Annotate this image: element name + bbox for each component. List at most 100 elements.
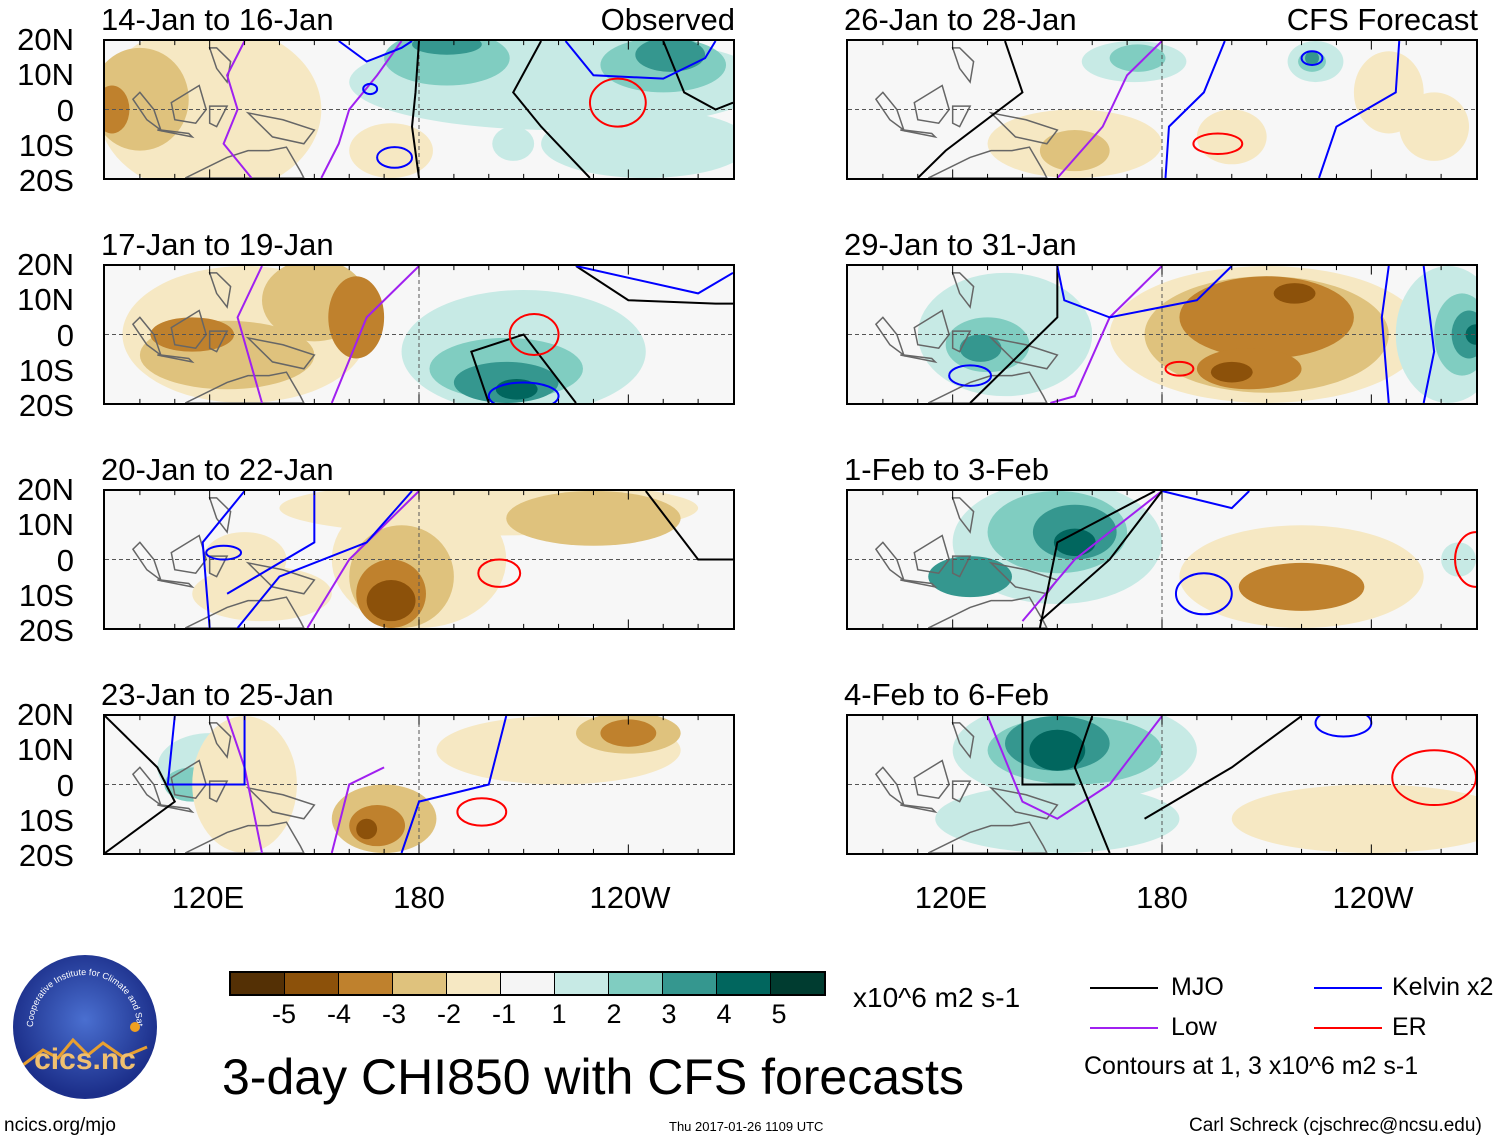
wave-contour — [332, 767, 384, 853]
map-panel — [846, 489, 1478, 630]
map-panel — [846, 264, 1478, 405]
anomaly-region — [1196, 109, 1267, 165]
anomaly-region — [105, 85, 130, 134]
wave-contour — [227, 491, 314, 594]
wave-contour — [332, 266, 419, 403]
wave-contour — [1424, 266, 1434, 403]
lat-label: 10N — [17, 57, 74, 93]
coastline — [210, 498, 231, 532]
panel-title: 14-Jan to 16-Jan — [101, 2, 334, 37]
coastline — [876, 92, 904, 130]
lat-label: 20S — [18, 388, 74, 423]
anomaly-region — [356, 818, 378, 840]
panel-tag: CFS Forecast — [1286, 2, 1478, 37]
anomaly-region — [1053, 528, 1096, 557]
colorbar-tick: 2 — [606, 999, 622, 1029]
anomaly-region — [1029, 729, 1086, 771]
colorbar-swatch — [555, 973, 609, 994]
legend-er: ER — [1392, 1013, 1427, 1041]
lon-label: 180 — [393, 880, 445, 915]
lat-label: 0 — [56, 767, 74, 803]
lat-label: 0 — [56, 92, 74, 128]
coastline — [248, 788, 314, 819]
legend-kelvin: Kelvin x2 — [1392, 973, 1494, 1001]
wave-contour — [105, 716, 175, 853]
map-panel — [103, 714, 735, 855]
coastline — [171, 761, 206, 799]
lon-label: 120W — [1332, 880, 1414, 915]
coastline — [953, 106, 970, 127]
wave-contour — [478, 560, 520, 587]
legend-mjo: MJO — [1171, 973, 1224, 1001]
lat-label: 20N — [17, 472, 74, 507]
colorbar-units: x10^6 m2 s-1 — [853, 982, 1021, 1013]
wave-contour — [1075, 716, 1110, 853]
anomaly-region — [928, 556, 1012, 598]
wave-contour — [1165, 362, 1193, 376]
wave-contour — [949, 365, 991, 386]
coastline — [157, 130, 192, 137]
coastline — [248, 563, 314, 594]
anomaly-region — [1039, 130, 1110, 172]
colorbar-tick: 1 — [551, 999, 567, 1029]
anomaly-region — [1451, 310, 1476, 359]
colorbar-tick: -2 — [436, 999, 461, 1029]
anomaly-region — [1210, 361, 1253, 383]
wave-contour — [1176, 573, 1232, 614]
anomaly-region — [1238, 562, 1365, 611]
panel-title: 20-Jan to 22-Jan — [101, 452, 334, 487]
wave-contour — [590, 79, 646, 127]
legend-low: Low — [1171, 1013, 1217, 1041]
figure-title: 3-day CHI850 with CFS forecasts — [222, 1049, 964, 1105]
wave-contour — [402, 716, 507, 853]
wave-contour — [412, 41, 419, 178]
coastline — [185, 597, 304, 628]
coastline — [900, 130, 935, 137]
lat-label: 20S — [18, 838, 74, 873]
lon-label: 120E — [171, 880, 245, 915]
map-panel — [103, 39, 735, 180]
map-panel — [103, 489, 735, 630]
wave-contour — [1455, 532, 1476, 587]
wave-contour — [206, 546, 241, 560]
coastline — [210, 781, 227, 802]
wave-contour — [513, 41, 590, 178]
coastline — [248, 113, 314, 144]
wave-contour — [377, 147, 412, 168]
cics-logo: Cooperative Institute for Climate and Sa… — [13, 955, 157, 1099]
anomaly-region — [1305, 51, 1319, 65]
wave-contour — [1392, 750, 1476, 805]
wave-contour — [203, 491, 245, 628]
wave-contour — [1165, 41, 1224, 178]
lat-label: 10N — [17, 507, 74, 543]
lat-label: 10N — [17, 282, 74, 318]
colorbar-swatch — [285, 973, 339, 994]
wave-contour — [457, 798, 506, 825]
wave-contour — [1057, 41, 1162, 178]
colorbar-tick: 5 — [771, 999, 787, 1029]
wave-contour — [970, 266, 1057, 403]
wave-contour — [339, 41, 412, 62]
lat-label: 0 — [56, 317, 74, 353]
coastline — [900, 580, 935, 587]
colorbar-swatch — [393, 973, 447, 994]
coastline — [928, 822, 1047, 853]
coastline — [171, 86, 206, 124]
anomaly-region — [349, 123, 433, 178]
wave-contour — [168, 716, 245, 785]
coastline — [185, 147, 304, 178]
colorbar — [229, 971, 826, 996]
anomaly-region — [1465, 324, 1476, 345]
footer-url[interactable]: ncics.org/mjo — [4, 1115, 116, 1136]
anomaly-region — [328, 276, 385, 359]
lat-label: 0 — [56, 542, 74, 578]
coastline — [133, 317, 161, 355]
lat-label: 20S — [18, 163, 74, 198]
coastline — [953, 723, 974, 757]
colorbar-tick: 4 — [716, 999, 732, 1029]
coastline — [210, 273, 231, 307]
coastline — [953, 498, 974, 532]
anomaly-region — [366, 580, 416, 622]
coastline — [210, 106, 227, 127]
coastline — [914, 536, 949, 574]
